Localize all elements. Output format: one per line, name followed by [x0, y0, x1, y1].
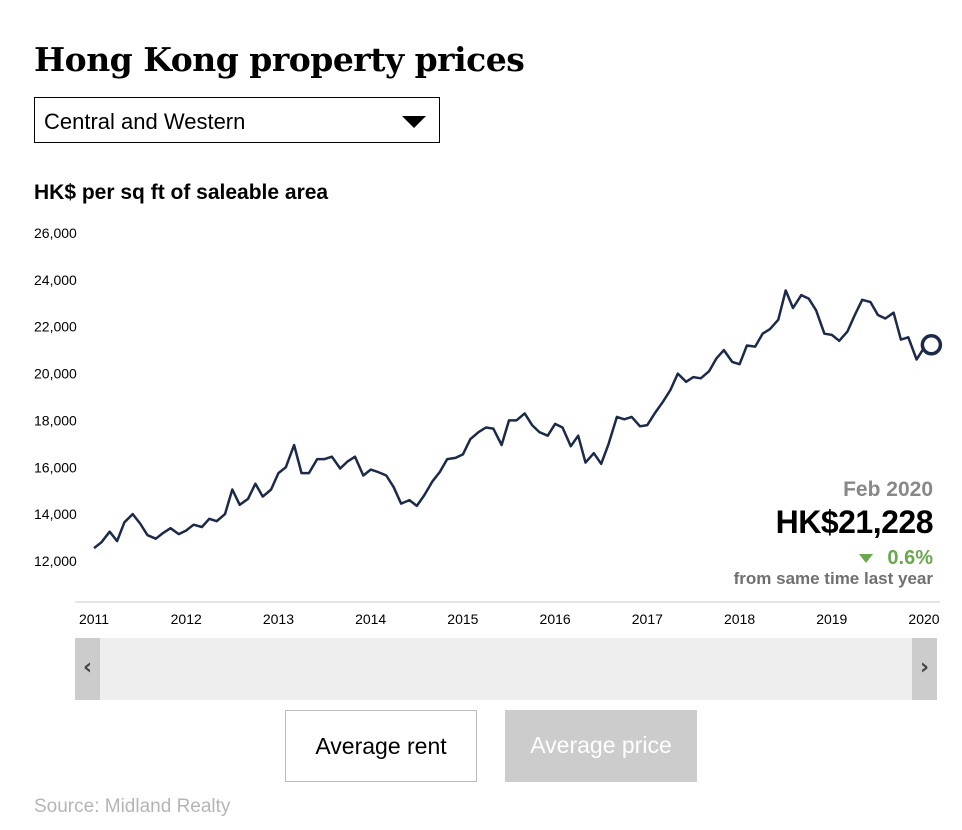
x-axis-ticks: 2011 2012 2013 2014 2015 2016 2017 2018 2019 2020: [79, 611, 940, 627]
chevron-down-icon: [402, 116, 426, 128]
navigator-left-handle[interactable]: ‹: [75, 638, 100, 700]
triangle-down-icon: [859, 554, 874, 564]
y-tick-label: 12,000: [34, 553, 77, 569]
x-tick-label: 2018: [724, 611, 755, 627]
y-tick-label: 16,000: [34, 459, 77, 475]
price-series-line: [93, 289, 932, 550]
x-tick-label: 2011: [79, 611, 109, 627]
x-tick-label: 2019: [816, 611, 847, 627]
page-title: Hong Kong property prices: [34, 40, 525, 79]
highlight-value: HK$21,228: [775, 504, 934, 540]
x-tick-label: 2017: [632, 611, 663, 627]
average-price-button[interactable]: Average price: [505, 710, 697, 782]
y-axis-ticks: 12,000 14,000 16,000 18,000 20,000 22,000 24,0…: [34, 225, 77, 569]
x-tick-label: 2013: [263, 611, 294, 627]
average-rent-button[interactable]: Average rent: [285, 710, 477, 782]
y-tick-label: 26,000: [34, 225, 77, 241]
y-tick-label: 24,000: [34, 272, 77, 288]
district-dropdown-value: Central and Western: [44, 109, 246, 134]
navigator-right-handle[interactable]: ›: [912, 638, 937, 700]
price-chart: 12,000 14,000 16,000 18,000 20,000 22,000 24,0…: [34, 225, 943, 691]
source-note: Source: Midland Realty: [34, 796, 231, 817]
y-tick-label: 22,000: [34, 319, 77, 335]
x-tick-label: 2020: [908, 611, 939, 627]
y-tick-label: 18,000: [34, 412, 77, 428]
range-navigator[interactable]: ‹ ›: [75, 638, 937, 700]
chart-subtitle: HK$ per sq ft of saleable area: [34, 181, 329, 204]
chevron-left-icon: ‹: [82, 655, 93, 680]
y-tick-label: 14,000: [34, 506, 77, 522]
highlight-note: from same time last year: [733, 569, 933, 588]
chevron-right-icon: ›: [919, 655, 930, 680]
x-tick-label: 2015: [447, 611, 478, 627]
highlight-change: 0.6%: [859, 547, 933, 570]
x-tick-label: 2016: [540, 611, 571, 627]
district-dropdown[interactable]: Central and Western: [34, 97, 440, 143]
y-tick-label: 20,000: [34, 366, 77, 382]
latest-point-marker[interactable]: [920, 334, 943, 356]
highlight-date: Feb 2020: [843, 478, 933, 501]
highlight-change-value: 0.6%: [887, 547, 933, 569]
x-tick-label: 2012: [171, 611, 202, 627]
x-tick-label: 2014: [355, 611, 386, 627]
